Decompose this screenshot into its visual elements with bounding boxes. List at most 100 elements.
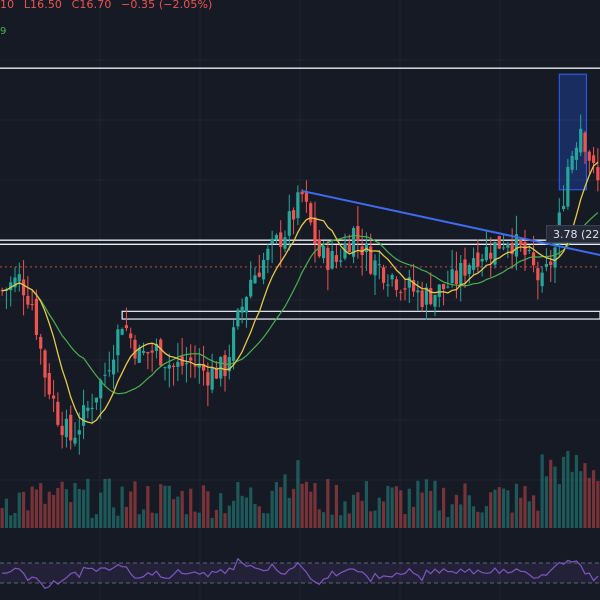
candle-body (514, 234, 519, 257)
measure-box[interactable] (558, 73, 587, 191)
rsi-band (0, 563, 600, 583)
candle-body (416, 290, 420, 293)
volume-bar (223, 513, 227, 528)
measure-badge[interactable]: 3.78 (22.5 (546, 225, 600, 243)
volume-bar (356, 492, 360, 528)
candle-body (403, 288, 407, 290)
volume-bar (540, 454, 544, 528)
volume-bar (270, 490, 274, 528)
candle-body (497, 236, 501, 249)
volume-bar (21, 491, 26, 528)
candle-body (326, 247, 330, 270)
candle-body (527, 249, 531, 251)
candle-body (154, 344, 159, 352)
candle-body (330, 251, 334, 269)
volume-bar (47, 491, 51, 528)
candle-body (47, 373, 51, 395)
rsi-panel (0, 557, 600, 590)
volume-bar (441, 487, 446, 528)
candle-body (386, 284, 390, 286)
volume-bar (390, 487, 394, 528)
candle-body (26, 295, 30, 305)
candle-body (437, 284, 441, 297)
volume-bar (176, 496, 180, 528)
candle-body (523, 242, 527, 255)
volume-bar (133, 481, 137, 528)
volume-bar (587, 477, 591, 528)
candle-body (309, 203, 313, 223)
volume-bar (56, 487, 60, 528)
candle-body (390, 275, 394, 280)
volume-bar (94, 514, 99, 528)
volume-bar (261, 513, 266, 528)
candle-body (189, 357, 193, 361)
volume-bar (326, 479, 330, 528)
volume-bar (476, 511, 480, 528)
candle-body (454, 270, 459, 285)
volume-bar (214, 509, 219, 528)
candle-body (351, 228, 356, 257)
volume-bar (527, 501, 531, 528)
candle-body (570, 155, 574, 170)
candle-body (249, 279, 253, 297)
volume-bar (64, 489, 69, 528)
candle-body (137, 348, 141, 363)
volume-bar (377, 497, 381, 528)
candle-body (231, 327, 236, 361)
volume-bar (120, 486, 124, 528)
volume-bar (90, 517, 94, 528)
volume-bar (240, 495, 244, 528)
candle-body (484, 246, 489, 261)
ohlc-close: C16.70 (71, 0, 112, 11)
volume-bar (570, 471, 574, 528)
candle-body (94, 397, 99, 403)
candle-body (531, 252, 536, 266)
candle-body (64, 418, 69, 438)
candle-body (553, 247, 557, 268)
candle-body (501, 247, 506, 249)
candle-body (141, 351, 146, 353)
volume-bar (544, 476, 549, 528)
volume-bar (484, 506, 489, 528)
volume-bar (381, 501, 386, 528)
volume-bar (274, 482, 279, 528)
volume-bar (111, 507, 116, 528)
candle-body (540, 272, 544, 287)
volume-bars (0, 451, 600, 528)
candle-body (476, 252, 480, 267)
candle-body (459, 262, 463, 286)
volume-bar (249, 487, 253, 528)
volume-bar (407, 488, 411, 528)
volume-bar (510, 512, 514, 528)
volume-bar (73, 483, 77, 528)
volume-bar (347, 513, 351, 528)
candle-body (429, 288, 433, 305)
volume-bar (459, 504, 463, 528)
ohlc-low: L16.50 (23, 0, 63, 11)
candle-body (420, 290, 424, 307)
candle-body (407, 277, 411, 288)
volume-bar (433, 480, 437, 528)
candle-body (163, 367, 167, 369)
volume-bar (373, 510, 377, 528)
volume-bar (369, 511, 373, 528)
candle-body (197, 363, 201, 368)
candle-body (381, 267, 386, 283)
candle-body (77, 430, 81, 435)
candle-body (34, 298, 39, 335)
candle-body (244, 297, 249, 313)
volume-bar (489, 492, 493, 528)
volume-bar (197, 512, 201, 528)
volume-bar (309, 491, 313, 528)
candle-body (377, 264, 381, 266)
volume-bar (450, 504, 454, 528)
trendline[interactable] (301, 189, 600, 256)
candle-body (129, 333, 133, 339)
candle-body (450, 269, 454, 284)
candle-body (296, 192, 300, 219)
candle-body (51, 395, 56, 399)
candle-body (433, 294, 437, 307)
volume-bar (210, 517, 214, 528)
candle-body (480, 258, 484, 262)
